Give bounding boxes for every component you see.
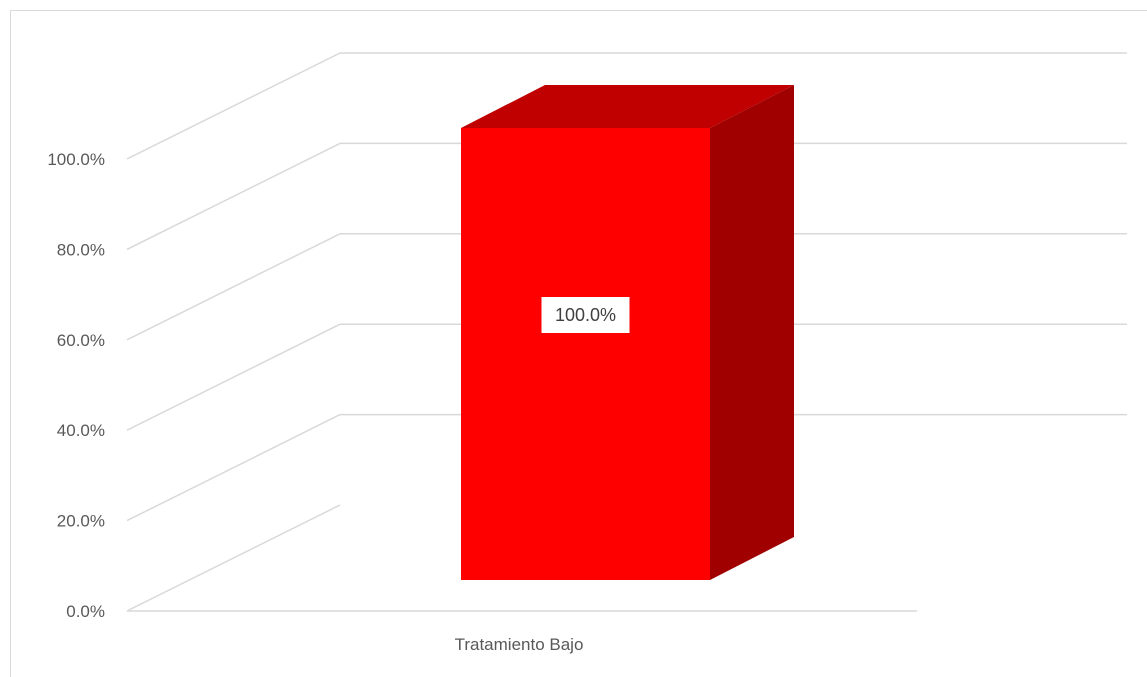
y-tick-label: 20.0% [57, 512, 105, 531]
bar-side-face [710, 85, 794, 580]
gridline-diagonal [126, 504, 341, 612]
bar-top-face [461, 85, 794, 128]
x-category-label: Tratamiento Bajo [455, 635, 584, 654]
y-tick-label: 80.0% [57, 240, 105, 259]
gridline-diagonal [126, 142, 341, 251]
gridline-diagonal [126, 323, 341, 431]
bar [461, 128, 710, 580]
gridline-diagonal [126, 413, 341, 522]
y-tick-label: 100.0% [47, 150, 105, 169]
bars: 100.0% [461, 85, 794, 580]
gridline-diagonal [126, 233, 341, 341]
y-tick-label: 60.0% [57, 331, 105, 350]
data-label-box [541, 297, 630, 333]
data-label: 100.0% [555, 305, 616, 325]
x-axis-categories: Tratamiento Bajo [455, 635, 584, 654]
y-tick-label: 40.0% [57, 421, 105, 440]
chart-frame [10, 10, 1147, 677]
y-axis-ticks: 0.0% 20.0% 40.0% 60.0% 80.0% 100.0% [47, 150, 105, 621]
gridline-diagonal [126, 52, 341, 160]
y-tick-label: 0.0% [66, 602, 105, 621]
